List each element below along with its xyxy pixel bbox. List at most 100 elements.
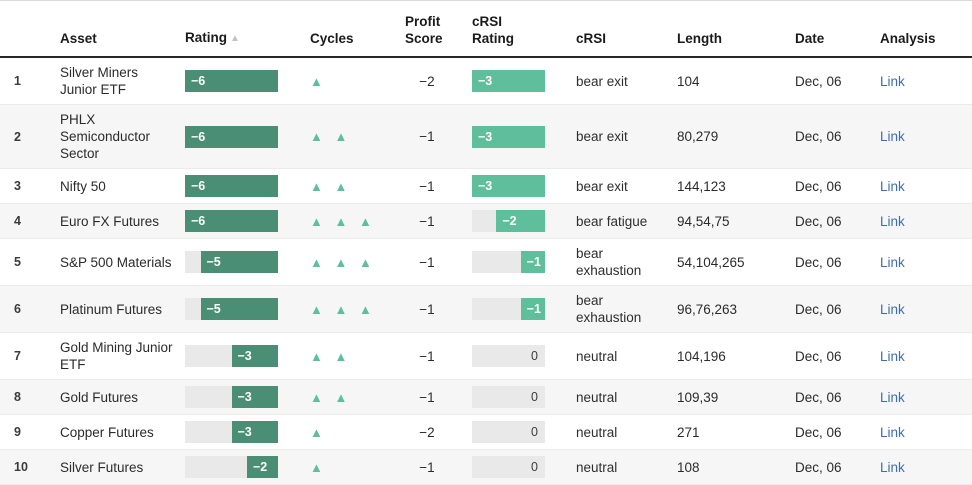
- cycle-up-triangle-icon: ▲ ▲: [310, 178, 352, 194]
- analysis-link[interactable]: Link: [880, 348, 905, 364]
- crsi-rating-cell: −1: [460, 251, 576, 273]
- rating-value: −5: [206, 302, 221, 316]
- length-cell: 144,123: [677, 178, 726, 194]
- analysis-link[interactable]: Link: [880, 459, 905, 475]
- crsi-rating-cell: −1: [460, 298, 576, 320]
- cycle-up-triangle-icon: ▲ ▲ ▲: [310, 213, 376, 229]
- rating-bar: −3: [185, 345, 278, 367]
- analysis-link[interactable]: Link: [880, 73, 905, 89]
- cycles-cell: ▲ ▲ ▲: [310, 214, 400, 229]
- asset-name: Copper Futures: [60, 424, 154, 440]
- cycles-cell: ▲ ▲: [310, 349, 400, 364]
- rating-cell: −6: [185, 125, 310, 148]
- crsi-rating-bar-fill: −2: [496, 210, 545, 232]
- length-cell: 271: [677, 424, 700, 440]
- analysis-link[interactable]: Link: [880, 424, 905, 440]
- analysis-link[interactable]: Link: [880, 213, 905, 229]
- crsi-state-cell: neutral: [576, 424, 677, 441]
- table-row: 2 PHLX Semiconductor Sector −6 ▲ ▲ −1: [0, 105, 972, 169]
- crsi-rating-bar-fill: −1: [520, 251, 545, 273]
- date-cell: Dec, 06: [795, 348, 842, 364]
- table-body: 1 Silver Miners Junior ETF −6 ▲ −2: [0, 58, 972, 485]
- asset-cell: Gold Mining Junior ETF: [60, 339, 185, 373]
- rating-bar: −5: [185, 251, 278, 273]
- rating-value: −6: [191, 74, 206, 88]
- table-row: 9 Copper Futures −3 ▲ −2: [0, 415, 972, 450]
- cycles-cell: ▲ ▲ ▲: [310, 255, 400, 270]
- table-row: 7 Gold Mining Junior ETF −3 ▲ ▲ −1: [0, 333, 972, 380]
- table-row: 1 Silver Miners Junior ETF −6 ▲ −2: [0, 58, 972, 105]
- cycle-up-triangle-icon: ▲ ▲ ▲: [310, 254, 376, 270]
- profit-score-cell: −1: [419, 348, 435, 364]
- profit-score-cell: −1: [419, 129, 435, 144]
- rating-bar-fill: −5: [200, 251, 278, 273]
- rating-bar-fill: −6: [185, 175, 278, 197]
- crsi-rating-value: −3: [478, 179, 493, 193]
- column-header-analysis[interactable]: Analysis: [880, 30, 972, 47]
- analysis-link[interactable]: Link: [880, 129, 905, 144]
- profit-score-cell: −1: [419, 459, 435, 475]
- row-number: 5: [14, 255, 21, 269]
- length-cell: 108: [677, 459, 700, 475]
- crsi-rating-bar: −3: [472, 70, 545, 92]
- crsi-rating-bar: 0: [472, 456, 545, 478]
- crsi-state-label: bear exhaustion: [576, 293, 642, 325]
- crsi-state-cell: bear exhaustion: [576, 245, 677, 279]
- crsi-rating-cell: 0: [460, 386, 576, 408]
- crsi-state-cell: bear exhaustion: [576, 292, 677, 326]
- crsi-rating-bar: −2: [472, 210, 545, 232]
- column-header-asset[interactable]: Asset: [60, 30, 185, 47]
- crsi-state-label: bear exhaustion: [576, 246, 642, 278]
- profit-score-cell: −1: [419, 178, 435, 194]
- crsi-rating-cell: 0: [460, 345, 576, 367]
- asset-cell: Nifty 50: [60, 178, 185, 195]
- analysis-cell: Link: [880, 74, 972, 89]
- row-number: 10: [14, 460, 28, 474]
- column-header-cycles[interactable]: Cycles: [310, 30, 400, 47]
- column-header-length[interactable]: Length: [677, 30, 795, 47]
- asset-name: Gold Futures: [60, 389, 139, 405]
- row-number: 2: [14, 129, 21, 144]
- crsi-rating-bar: 0: [472, 421, 545, 443]
- column-header-crsi[interactable]: cRSI: [576, 30, 677, 47]
- rating-header-label: Rating: [185, 30, 227, 45]
- crsi-rating-bar-fill: −3: [472, 175, 545, 197]
- date-cell: Dec, 06: [795, 254, 842, 270]
- rating-cell: −6: [185, 70, 310, 92]
- crsi-state-cell: bear fatigue: [576, 213, 677, 230]
- column-header-profit-score[interactable]: Profit Score: [400, 13, 460, 47]
- length-header-label: Length: [677, 31, 722, 46]
- profit-score-cell: −2: [419, 73, 435, 89]
- cycle-up-triangle-icon: ▲ ▲ ▲: [310, 301, 376, 317]
- rating-cell: −2: [185, 456, 310, 478]
- analysis-cell: Link: [880, 214, 972, 229]
- crsi-rating-zero-value: 0: [531, 425, 538, 439]
- rating-cell: −3: [185, 421, 310, 443]
- crsi-state-label: bear fatigue: [576, 213, 648, 229]
- asset-name: Nifty 50: [60, 178, 106, 194]
- crsi-state-label: bear exit: [576, 178, 628, 194]
- date-cell: Dec, 06: [795, 459, 842, 475]
- length-cell: 94,54,75: [677, 213, 730, 229]
- crsi-state-cell: bear exit: [576, 128, 677, 145]
- rating-value: −3: [237, 390, 252, 404]
- analysis-link[interactable]: Link: [880, 389, 905, 405]
- column-header-date[interactable]: Date: [795, 30, 880, 47]
- analysis-link[interactable]: Link: [880, 301, 905, 317]
- rating-bar: −3: [185, 386, 278, 408]
- analysis-cell: Link: [880, 255, 972, 270]
- crsi-rating-value: −3: [478, 129, 493, 144]
- crsi-rating-value: −3: [478, 74, 493, 88]
- crsi-rating-bar: −3: [472, 175, 545, 197]
- rating-bar-fill: −3: [231, 386, 278, 408]
- table-row: 10 Silver Futures −2 ▲ −1: [0, 450, 972, 485]
- column-header-rating[interactable]: Rating ▲: [185, 29, 310, 47]
- column-header-crsi-rating[interactable]: cRSI Rating: [460, 13, 576, 47]
- analysis-link[interactable]: Link: [880, 178, 905, 194]
- asset-cell: Euro FX Futures: [60, 213, 185, 230]
- crsi-rating-cell: 0: [460, 456, 576, 478]
- analysis-link[interactable]: Link: [880, 254, 905, 270]
- cycles-cell: ▲: [310, 425, 400, 440]
- asset-header-label: Asset: [60, 31, 97, 46]
- crsi-rating-bar: −1: [472, 298, 545, 320]
